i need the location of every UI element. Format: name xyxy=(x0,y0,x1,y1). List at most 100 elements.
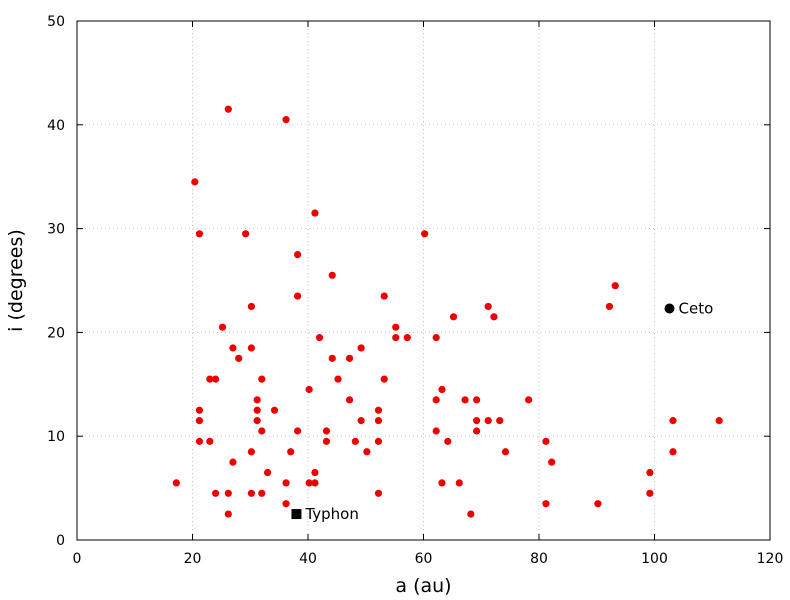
data-point xyxy=(473,427,481,435)
data-point xyxy=(212,375,220,383)
data-point xyxy=(294,427,302,435)
x-tick-label: 40 xyxy=(299,551,317,567)
data-point xyxy=(374,489,383,497)
data-point xyxy=(212,489,220,497)
axis-ticks: 0 20 40 60 80 100 120 0 10 20 30 40 50 xyxy=(47,14,783,567)
data-point xyxy=(218,323,227,331)
data-point xyxy=(311,479,319,487)
x-tick-label: 120 xyxy=(757,551,784,567)
data-point xyxy=(345,396,354,404)
data-point xyxy=(357,417,365,425)
data-point xyxy=(253,406,261,414)
grid-lines xyxy=(77,21,770,540)
data-point xyxy=(646,489,654,497)
data-point xyxy=(282,479,290,487)
data-point xyxy=(191,178,199,186)
data-point xyxy=(345,354,354,362)
data-point xyxy=(594,500,602,508)
data-point xyxy=(172,479,180,487)
data-point xyxy=(374,406,383,414)
data-point xyxy=(258,427,266,435)
data-point xyxy=(322,437,331,445)
data-point xyxy=(224,105,232,113)
typhon-label: Typhon xyxy=(304,505,358,523)
data-point xyxy=(235,354,243,362)
data-point xyxy=(195,417,204,425)
data-point xyxy=(322,427,331,435)
x-tick-label: 60 xyxy=(415,551,433,567)
data-point xyxy=(242,230,250,238)
data-point xyxy=(282,500,290,508)
data-point xyxy=(258,375,266,383)
data-point xyxy=(294,292,302,300)
data-point xyxy=(334,375,342,383)
data-point xyxy=(305,479,313,487)
data-point xyxy=(484,302,492,311)
y-tick-label: 50 xyxy=(47,14,65,30)
data-point xyxy=(473,396,481,404)
data-point xyxy=(669,417,677,425)
data-point xyxy=(328,271,336,279)
typhon-marker xyxy=(291,509,302,520)
ceto-marker xyxy=(664,303,675,314)
annotations: Ceto Typhon xyxy=(291,300,714,523)
data-point xyxy=(328,354,336,362)
data-point xyxy=(484,417,492,425)
data-point xyxy=(525,396,533,404)
data-point xyxy=(542,500,550,508)
y-tick-label: 20 xyxy=(47,325,65,341)
data-point xyxy=(455,479,463,487)
data-point xyxy=(229,344,237,352)
data-point xyxy=(715,417,723,425)
x-tick-label: 100 xyxy=(641,551,668,567)
plot-frame xyxy=(76,20,771,541)
data-point xyxy=(392,333,400,342)
data-point xyxy=(229,458,237,466)
data-point xyxy=(473,417,481,425)
data-point xyxy=(224,510,232,518)
data-point xyxy=(206,437,214,445)
data-point xyxy=(282,116,290,124)
data-point xyxy=(548,458,556,466)
data-point xyxy=(195,406,204,414)
data-point xyxy=(247,489,256,497)
data-point xyxy=(501,448,510,456)
data-point xyxy=(206,375,214,383)
data-point xyxy=(263,468,272,477)
ceto-label: Ceto xyxy=(679,300,714,318)
data-point xyxy=(374,417,383,425)
data-point xyxy=(247,302,256,311)
data-point xyxy=(490,313,498,321)
y-tick-label: 10 xyxy=(47,429,65,445)
data-point xyxy=(432,396,440,404)
y-tick-label: 30 xyxy=(47,222,65,238)
data-points xyxy=(172,105,723,518)
data-point xyxy=(315,333,324,342)
data-point xyxy=(669,448,677,456)
data-point xyxy=(247,448,256,456)
data-point xyxy=(605,302,614,311)
data-point xyxy=(380,375,388,383)
x-axis-title: a (au) xyxy=(395,575,451,597)
data-point xyxy=(270,406,279,414)
data-point xyxy=(195,230,204,238)
data-point xyxy=(646,468,654,477)
data-point xyxy=(467,510,475,518)
data-point xyxy=(449,313,458,321)
data-point xyxy=(287,448,295,456)
data-point xyxy=(611,282,619,290)
data-point xyxy=(247,344,256,352)
x-tick-label: 20 xyxy=(184,551,202,567)
data-point xyxy=(311,468,319,477)
data-point xyxy=(294,250,302,259)
y-tick-label: 0 xyxy=(56,533,65,549)
data-point xyxy=(461,396,469,404)
data-point xyxy=(432,427,440,435)
data-point xyxy=(421,230,429,238)
data-point xyxy=(253,396,261,404)
data-point xyxy=(351,437,359,445)
data-point xyxy=(253,417,261,425)
data-point xyxy=(432,333,440,342)
data-point xyxy=(438,385,446,394)
